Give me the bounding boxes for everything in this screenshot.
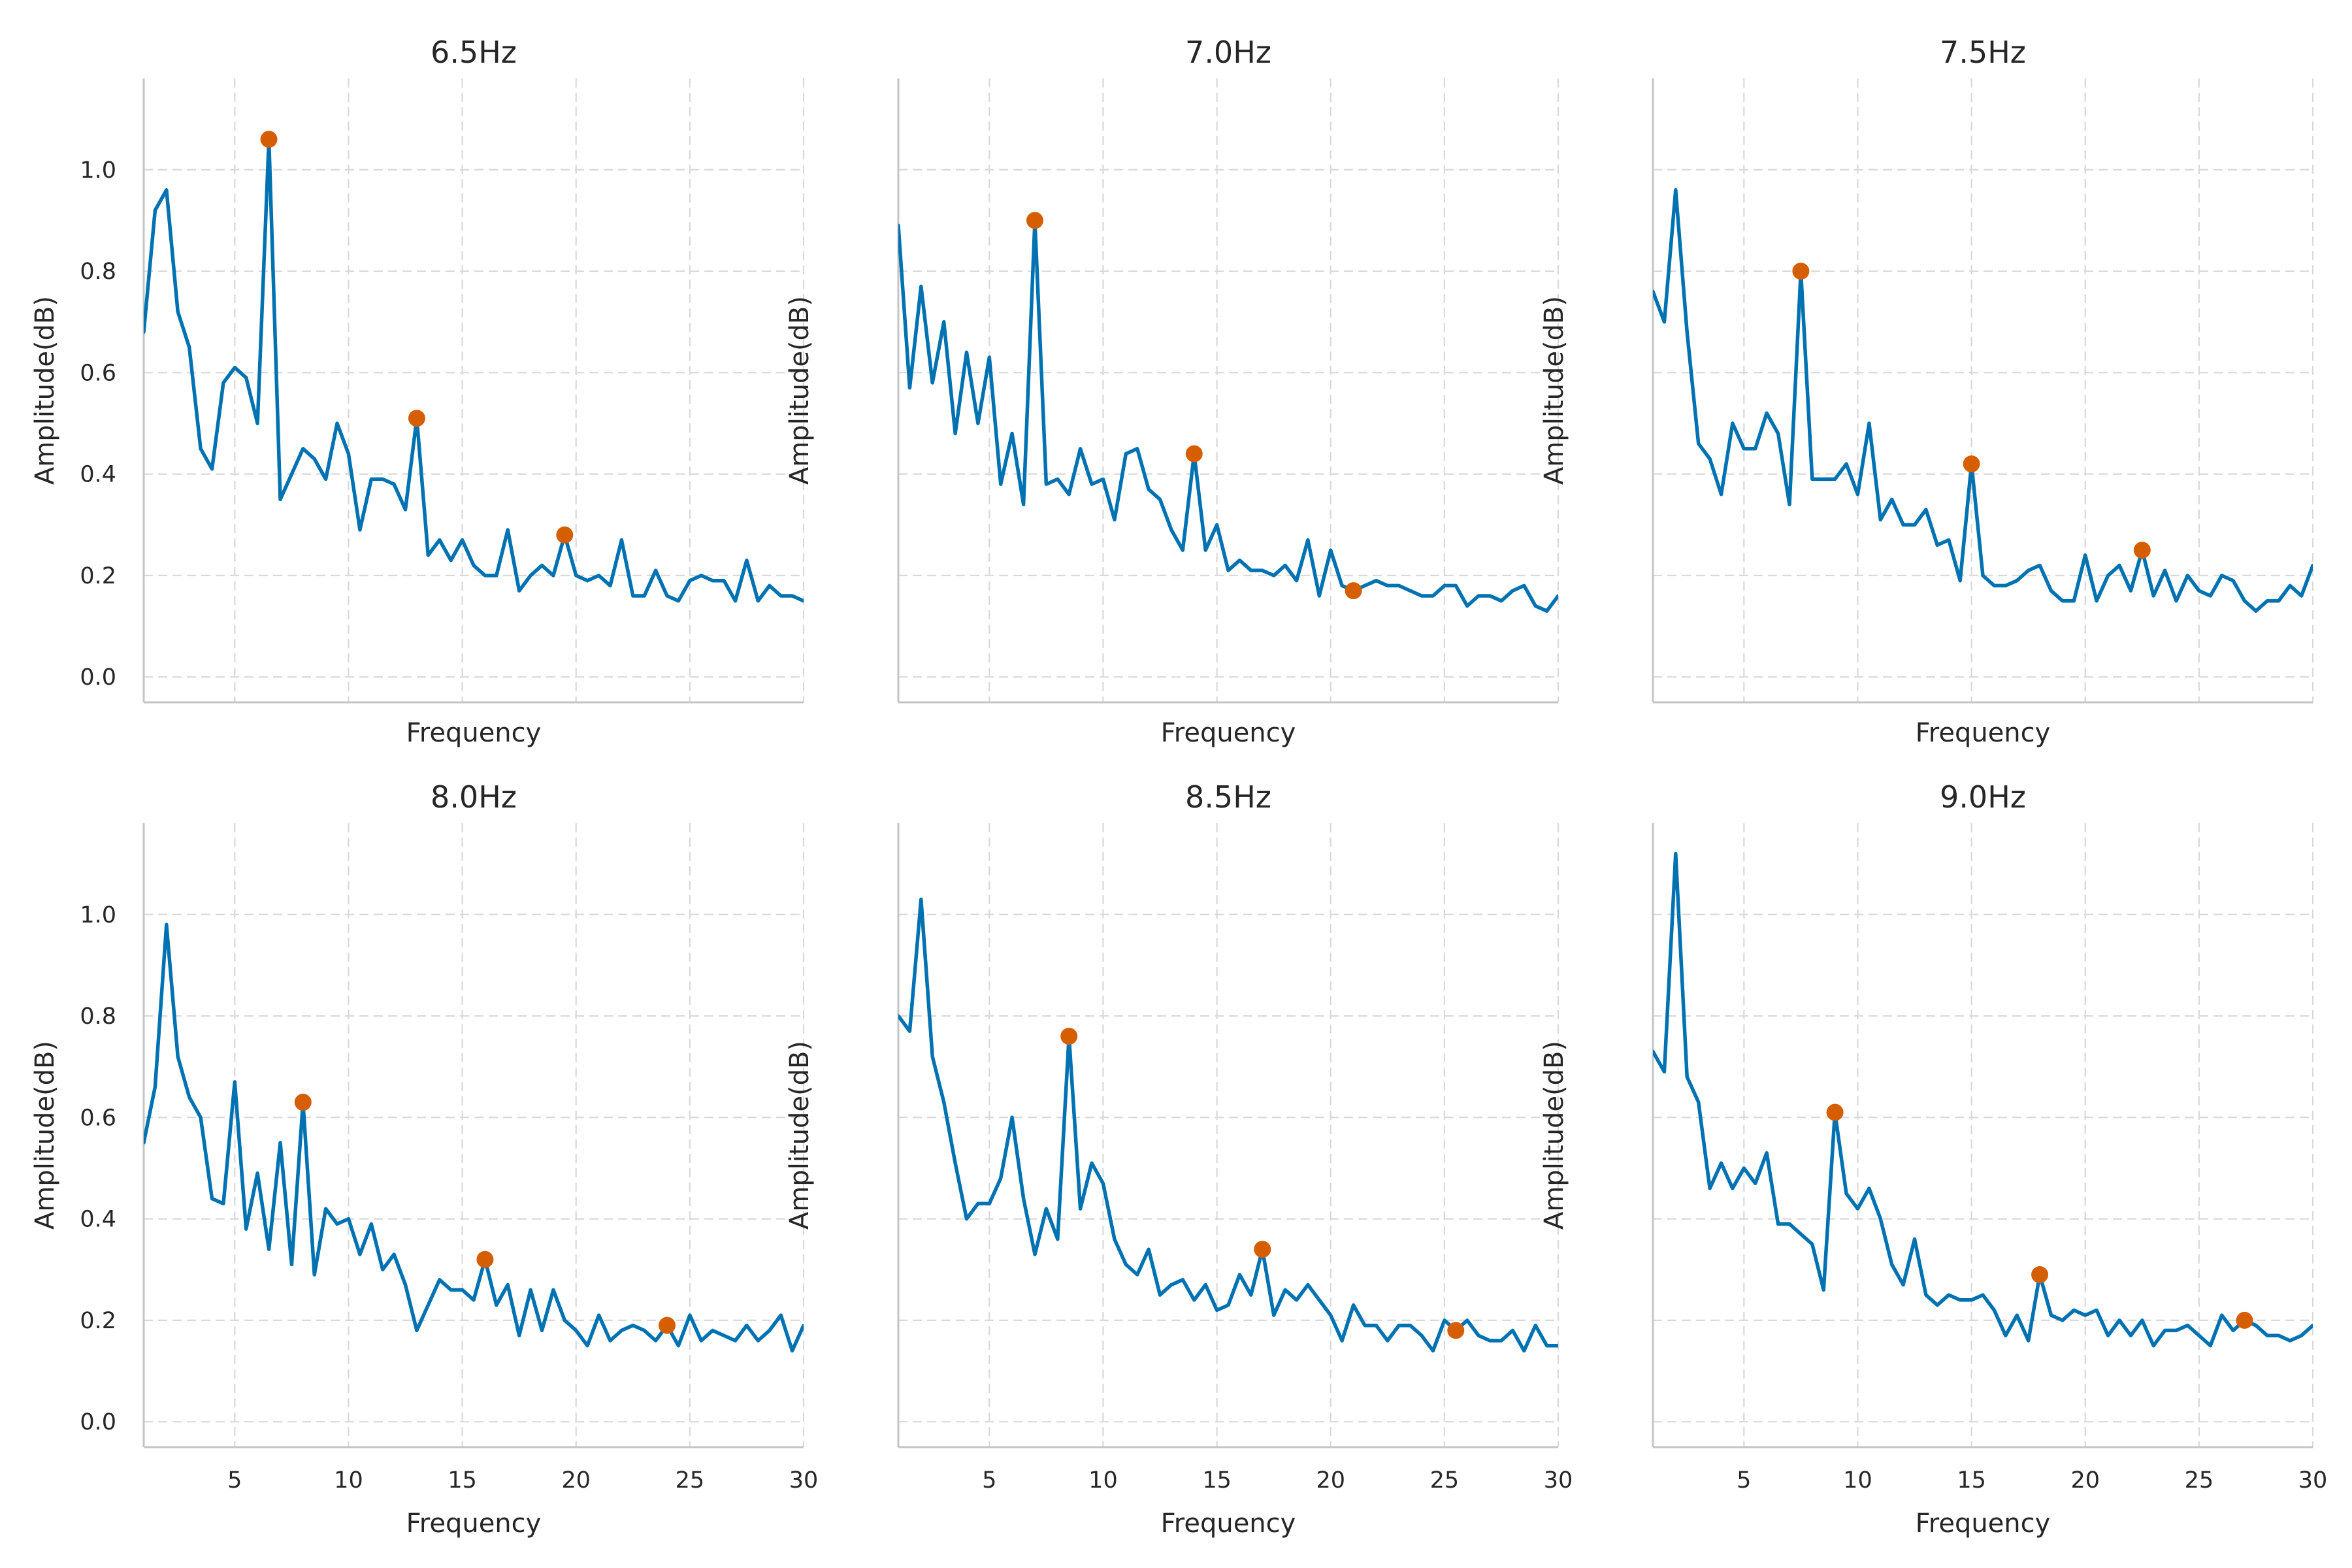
y-tick-label: 1.0: [80, 157, 116, 184]
x-tick-label: 5: [1737, 1467, 1751, 1494]
y-tick-label: 0.2: [80, 563, 116, 589]
x-tick-label: 30: [2298, 1467, 2328, 1494]
x-axis-label: Frequency: [406, 718, 542, 748]
subplot-title: 7.5Hz: [1940, 35, 2026, 70]
peak-marker: [1060, 1028, 1078, 1045]
subplot-5: 5 10 15 20 25 30 8.5Hz Frequency Amplitude(dB): [785, 779, 1573, 1539]
x-tick-label: 15: [1957, 1467, 1986, 1494]
subplot-1: 0.0 0.2 0.4 0.6 0.8 1.0 6.5Hz Frequency Amplitud…: [30, 35, 805, 748]
subplot-title: 6.5Hz: [431, 35, 517, 70]
x-tick-label: 15: [1202, 1467, 1232, 1494]
series-line-1: [898, 218, 1558, 613]
series-line-1: [898, 897, 1558, 1353]
subplot-title: 9.0Hz: [1940, 779, 2026, 815]
x-tick-label: 10: [334, 1467, 363, 1494]
x-tick-label: 20: [2070, 1467, 2100, 1494]
y-tick-label: 0.8: [80, 259, 116, 285]
y-tick-label: 0.6: [80, 360, 116, 386]
subplot-title: 8.0Hz: [431, 779, 517, 815]
y-tick-label: 0.0: [80, 664, 116, 691]
y-axis-label: Amplitude(dB): [785, 296, 815, 485]
x-tick-label: 25: [1430, 1467, 1460, 1494]
peak-marker: [1185, 445, 1203, 463]
x-tick-label: 30: [789, 1467, 819, 1494]
x-axis-label: Frequency: [1916, 1509, 2051, 1539]
x-axis-label: Frequency: [1161, 1509, 1296, 1539]
peak-marker: [408, 410, 425, 427]
y-tick-label: 1.0: [80, 902, 116, 928]
peak-marker: [1026, 212, 1043, 229]
subplot-4: 5 10 15 20 25 30 0.0 0.2 0.4 0.6 0.8 1.0 8.0Hz Freque…: [30, 779, 818, 1539]
series-line-1: [1653, 188, 2313, 613]
y-tick-label: 0.2: [80, 1308, 116, 1334]
subplot-2: 7.0Hz Frequency Amplitude(dB): [785, 35, 1560, 748]
subplot-3: 7.5Hz Frequency Amplitude(dB): [1539, 35, 2314, 748]
peak-marker: [1254, 1241, 1271, 1258]
y-tick-label: 0.0: [80, 1409, 116, 1435]
peak-marker: [476, 1250, 494, 1268]
x-tick-label: 25: [2185, 1467, 2214, 1494]
peak-marker: [659, 1316, 676, 1334]
x-tick-label: 10: [1843, 1467, 1872, 1494]
x-tick-label: 20: [561, 1467, 591, 1494]
y-tick-label: 0.4: [80, 1207, 116, 1233]
peak-marker: [294, 1094, 312, 1111]
y-axis-label: Amplitude(dB): [30, 1041, 60, 1230]
x-tick-label: 30: [1544, 1467, 1573, 1494]
x-tick-label: 10: [1088, 1467, 1118, 1494]
x-tick-label: 5: [982, 1467, 996, 1494]
peak-marker: [2236, 1311, 2253, 1329]
x-tick-label: 20: [1316, 1467, 1345, 1494]
x-axis-label: Frequency: [406, 1509, 542, 1539]
x-tick-label: 25: [676, 1467, 705, 1494]
peak-marker: [1345, 582, 1362, 600]
series-line-1: [144, 923, 804, 1353]
peak-marker: [1447, 1322, 1465, 1339]
y-tick-label: 0.6: [80, 1105, 116, 1131]
peak-marker: [1826, 1103, 1844, 1121]
peak-marker: [260, 131, 278, 148]
series-line-1: [1653, 851, 2313, 1348]
x-axis-label: Frequency: [1161, 718, 1296, 748]
subplot-title: 7.0Hz: [1185, 35, 1271, 70]
peak-marker: [1792, 263, 1810, 280]
y-axis-label: Amplitude(dB): [1539, 296, 1569, 485]
x-tick-label: 15: [448, 1467, 477, 1494]
y-tick-label: 0.4: [80, 462, 116, 488]
series-line-1: [144, 137, 804, 603]
peak-marker: [2031, 1266, 2049, 1284]
y-tick-label: 0.8: [80, 1004, 116, 1030]
y-axis-label: Amplitude(dB): [785, 1041, 815, 1230]
peak-marker: [1963, 455, 1980, 473]
subplot-6: 5 10 15 20 25 30 9.0Hz Frequency Amplitude(dB): [1539, 779, 2327, 1539]
y-axis-label: Amplitude(dB): [1539, 1041, 1569, 1230]
x-tick-label: 5: [227, 1467, 242, 1494]
peak-marker: [2133, 542, 2151, 559]
subplot-title: 8.5Hz: [1185, 779, 1271, 815]
x-axis-label: Frequency: [1916, 718, 2051, 748]
peak-marker: [556, 526, 574, 544]
y-axis-label: Amplitude(dB): [30, 296, 60, 485]
